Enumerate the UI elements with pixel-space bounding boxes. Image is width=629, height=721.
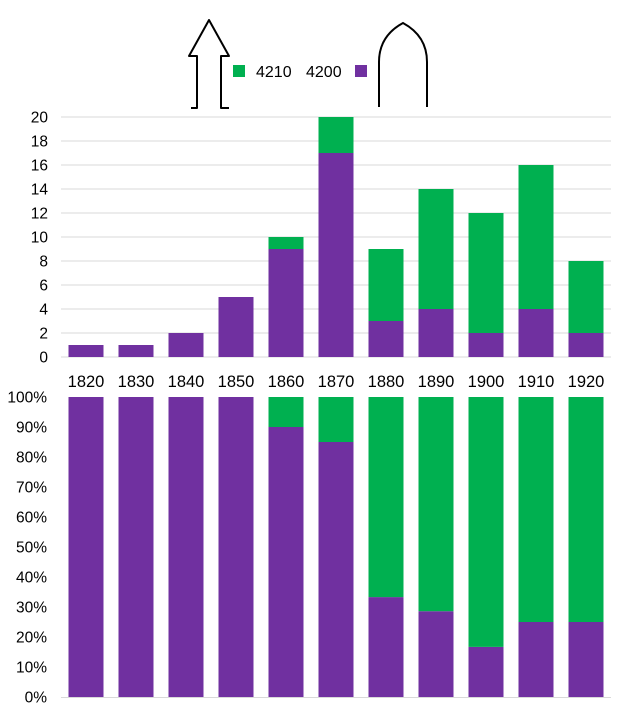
top-bar-4200-1820 [68, 345, 104, 357]
top-bar-4210-1860 [268, 237, 304, 249]
bottom-y-tick-label: 20% [16, 630, 47, 647]
bottom-y-tick-label: 60% [16, 510, 47, 527]
legend-swatch-4200 [355, 65, 367, 77]
bottom-y-tick-label: 100% [7, 390, 47, 407]
bottom-bar-4210-1910 [518, 397, 554, 622]
top-y-tick-label: 12 [31, 206, 48, 223]
bottom-bar-4210-1870 [318, 397, 354, 442]
top-y-tick-label: 10 [31, 230, 49, 247]
bottom-y-tick-label: 10% [16, 660, 47, 677]
top-y-tick-label: 8 [39, 254, 48, 271]
top-bar-4210-1890 [418, 189, 454, 309]
x-tick-label-1850: 1850 [218, 373, 255, 391]
top-bar-4200-1840 [168, 333, 204, 357]
x-tick-label-1910: 1910 [518, 373, 555, 391]
x-tick-label-1920: 1920 [568, 373, 605, 391]
top-y-tick-label: 20 [31, 110, 49, 127]
top-bar-4200-1880 [368, 321, 404, 357]
top-y-tick-label: 0 [39, 350, 48, 367]
x-tick-label-1880: 1880 [368, 373, 405, 391]
bottom-bar-4200-1910 [518, 622, 554, 697]
top-y-tick-label: 2 [39, 326, 48, 343]
bottom-bar-4200-1900 [468, 646, 504, 697]
top-bar-4200-1890 [418, 309, 454, 357]
x-tick-label-1900: 1900 [468, 373, 505, 391]
bottom-bar-4200-1830 [118, 397, 154, 697]
top-bar-4200-1830 [118, 345, 154, 357]
top-bar-4200-1920 [568, 333, 604, 357]
top-bar-4200-1910 [518, 309, 554, 357]
top-y-tick-label: 6 [39, 278, 48, 295]
top-bar-4210-1920 [568, 261, 604, 333]
top-y-tick-label: 16 [31, 158, 48, 175]
top-bar-4200-1860 [268, 249, 304, 357]
x-tick-label-1870: 1870 [318, 373, 355, 391]
top-y-tick-label: 14 [31, 182, 49, 199]
bottom-bar-4200-1850 [218, 397, 254, 697]
legend-label-4200: 4200 [306, 64, 342, 81]
top-bar-4200-1870 [318, 153, 354, 357]
bottom-bar-4200-1860 [268, 427, 304, 697]
top-y-tick-label: 4 [39, 302, 48, 319]
top-bar-4200-1900 [468, 333, 504, 357]
bottom-bar-4210-1920 [568, 397, 604, 622]
legend: 4210 4200 [233, 64, 367, 81]
bottom-bar-4210-1900 [468, 397, 504, 647]
top-bar-4210-1910 [518, 165, 554, 309]
bottom-bar-4200-1840 [168, 397, 204, 697]
bottom-y-tick-label: 70% [16, 480, 47, 497]
bottom-bar-4200-1870 [318, 442, 354, 697]
bottom-y-tick-label: 0% [25, 690, 48, 707]
bottom-y-tick-label: 80% [16, 450, 47, 467]
top-bar-4210-1870 [318, 117, 354, 153]
bottom-y-tick-label: 90% [16, 420, 47, 437]
bottom-y-tick-label: 50% [16, 540, 47, 557]
top-bar-4200-1850 [218, 297, 254, 357]
percent-stacked-chart: 0% 10% 20% 30% 40% 50% 60% 70% 80% 90% 100% [7, 390, 611, 707]
top-y-tick-label: 18 [31, 134, 48, 151]
bottom-bar-4210-1890 [418, 397, 454, 612]
bottom-bar-4210-1860 [268, 397, 304, 427]
legend-swatch-4210 [233, 65, 245, 77]
top-bar-4210-1900 [468, 213, 504, 333]
x-tick-label-1830: 1830 [118, 373, 155, 391]
x-tick-label-1840: 1840 [168, 373, 205, 391]
bottom-bar-4210-1880 [368, 397, 404, 598]
top-bar-4210-1880 [368, 249, 404, 321]
bottom-y-tick-label: 30% [16, 600, 47, 617]
x-tick-label-1820: 1820 [68, 373, 105, 391]
bottom-bar-4200-1820 [68, 397, 104, 697]
bottom-y-tick-label: 40% [16, 570, 47, 587]
legend-label-4210: 4210 [256, 64, 292, 81]
x-tick-label-1860: 1860 [268, 373, 305, 391]
bottom-bar-4200-1920 [568, 622, 604, 697]
arch-outline-icon [378, 21, 428, 107]
bottom-bar-4200-1880 [368, 597, 404, 697]
x-tick-label-1890: 1890 [418, 373, 455, 391]
arrow-up-outline-icon [188, 19, 230, 109]
bottom-bar-4200-1890 [418, 611, 454, 697]
